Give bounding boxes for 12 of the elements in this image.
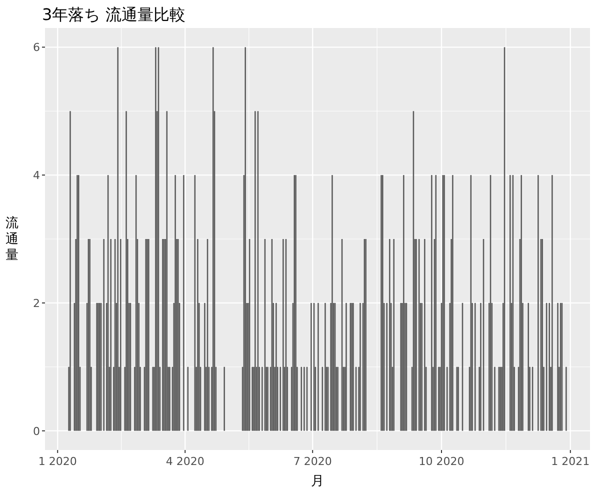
y-tick-label: 4 <box>33 169 40 182</box>
x-tick-label: 1 2020 <box>38 455 77 468</box>
x-tick-label: 1 2021 <box>551 455 590 468</box>
x-tick-label: 4 2020 <box>166 455 204 468</box>
y-tick-label: 6 <box>33 41 40 54</box>
x-tick-label: 10 2020 <box>418 455 464 468</box>
x-axis-title: 月 <box>311 474 324 489</box>
y-axis-title: 流通量 <box>6 215 18 263</box>
y-tick-label: 2 <box>33 296 40 310</box>
chart-title: 3年落ち 流通量比較 <box>42 5 186 24</box>
x-tick-label: 7 2020 <box>293 455 332 468</box>
y-tick-label: 0 <box>33 424 40 438</box>
